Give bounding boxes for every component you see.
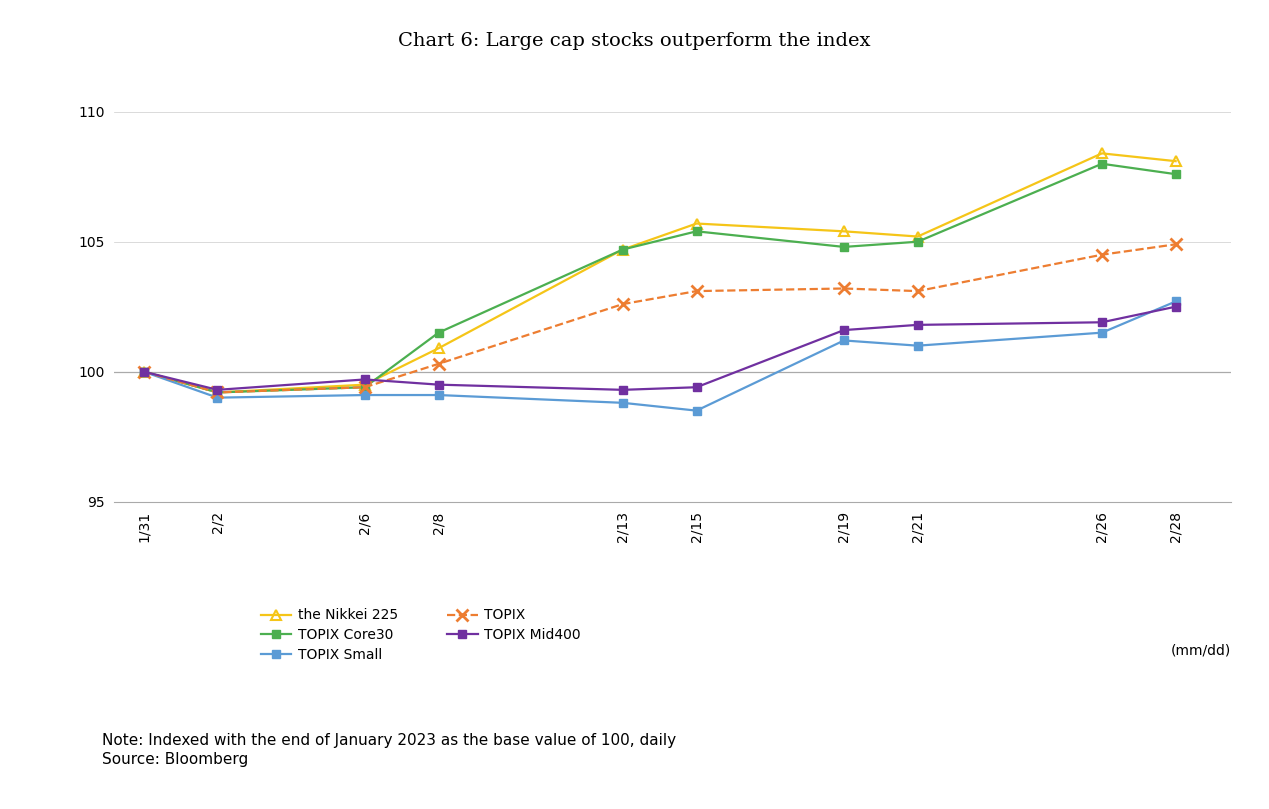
TOPIX Core30: [357, 383, 372, 392]
the Nikkei 225: [615, 244, 631, 254]
TOPIX Mid400: [910, 320, 925, 330]
TOPIX Core30: [136, 366, 151, 376]
the Nikkei 225: [209, 388, 225, 397]
TOPIX Small: [357, 390, 372, 400]
TOPIX: [1167, 239, 1183, 249]
TOPIX: [836, 284, 851, 294]
TOPIX Mid400: [615, 385, 631, 395]
TOPIX Small: [836, 336, 851, 345]
TOPIX Mid400: [1094, 317, 1109, 327]
Line: TOPIX Small: TOPIX Small: [140, 298, 1180, 415]
TOPIX Small: [209, 393, 225, 403]
TOPIX: [1094, 250, 1109, 260]
TOPIX: [615, 299, 631, 309]
Legend: the Nikkei 225, TOPIX Core30, TOPIX Small, TOPIX, TOPIX Mid400: the Nikkei 225, TOPIX Core30, TOPIX Smal…: [255, 603, 586, 667]
Line: TOPIX Core30: TOPIX Core30: [140, 159, 1180, 396]
TOPIX Core30: [910, 237, 925, 247]
TOPIX Core30: [209, 388, 225, 397]
TOPIX Core30: [836, 242, 851, 252]
TOPIX Mid400: [431, 379, 447, 389]
TOPIX: [209, 388, 225, 397]
TOPIX Core30: [431, 328, 447, 337]
TOPIX Small: [431, 390, 447, 400]
Text: (mm/dd): (mm/dd): [1171, 643, 1231, 657]
TOPIX Mid400: [357, 375, 372, 384]
TOPIX Mid400: [689, 383, 704, 392]
Line: TOPIX Mid400: TOPIX Mid400: [140, 303, 1180, 394]
TOPIX: [136, 366, 151, 376]
TOPIX Small: [910, 341, 925, 350]
TOPIX: [357, 383, 372, 392]
TOPIX Core30: [1094, 159, 1109, 168]
the Nikkei 225: [136, 366, 151, 376]
the Nikkei 225: [689, 218, 704, 228]
TOPIX: [431, 359, 447, 369]
TOPIX Core30: [1167, 169, 1183, 179]
the Nikkei 225: [1167, 156, 1183, 166]
Line: the Nikkei 225: the Nikkei 225: [138, 149, 1180, 397]
TOPIX Small: [136, 366, 151, 376]
the Nikkei 225: [357, 379, 372, 389]
TOPIX Mid400: [209, 385, 225, 395]
Text: Source: Bloomberg: Source: Bloomberg: [102, 752, 247, 767]
TOPIX: [910, 286, 925, 296]
Text: Note: Indexed with the end of January 2023 as the base value of 100, daily: Note: Indexed with the end of January 20…: [102, 733, 675, 748]
TOPIX Mid400: [836, 325, 851, 335]
TOPIX Small: [1167, 297, 1183, 307]
Line: TOPIX: TOPIX: [138, 239, 1181, 398]
TOPIX Mid400: [1167, 302, 1183, 311]
TOPIX: [689, 286, 704, 296]
TOPIX Small: [615, 398, 631, 408]
the Nikkei 225: [836, 227, 851, 236]
the Nikkei 225: [1094, 149, 1109, 159]
the Nikkei 225: [910, 231, 925, 241]
the Nikkei 225: [431, 343, 447, 353]
TOPIX Small: [1094, 328, 1109, 337]
TOPIX Small: [689, 406, 704, 416]
TOPIX Mid400: [136, 366, 151, 376]
Text: Chart 6: Large cap stocks outperform the index: Chart 6: Large cap stocks outperform the…: [398, 32, 871, 50]
TOPIX Core30: [689, 227, 704, 236]
TOPIX Core30: [615, 244, 631, 254]
